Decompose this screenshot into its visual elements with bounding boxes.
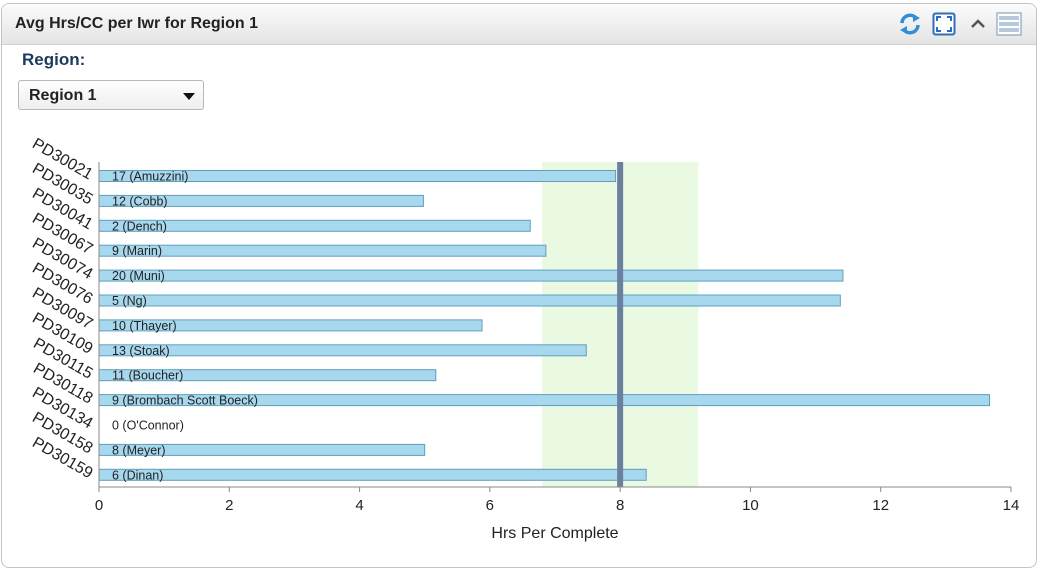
region-select[interactable]: Region 1 xyxy=(18,80,204,110)
x-tick-label: 6 xyxy=(486,497,494,514)
bar-label: 9 (Marin) xyxy=(112,244,162,258)
panel-header: Avg Hrs/CC per Iwr for Region 1 xyxy=(2,4,1036,45)
bar-label: 12 (Cobb) xyxy=(112,194,168,208)
menu-icon[interactable] xyxy=(996,12,1022,36)
collapse-icon[interactable] xyxy=(966,12,990,36)
x-tick-label: 12 xyxy=(872,497,889,514)
region-select-value: Region 1 xyxy=(29,87,97,104)
x-tick-label: 2 xyxy=(225,497,233,514)
bar-label: 6 (Dinan) xyxy=(112,468,163,482)
bar[interactable] xyxy=(98,244,547,257)
x-tick-label: 14 xyxy=(1003,497,1020,514)
bar-label: 8 (Meyer) xyxy=(112,443,165,457)
bar-label: 11 (Boucher) xyxy=(112,369,183,383)
bar[interactable] xyxy=(98,294,841,307)
region-label: Region: xyxy=(22,50,86,69)
x-tick-label: 4 xyxy=(355,497,363,514)
x-tick-label: 0 xyxy=(95,497,103,514)
bar-label: 13 (Stoak) xyxy=(112,344,170,358)
bar-label: 2 (Dench) xyxy=(112,219,167,233)
bar-label: 0 (O'Connor) xyxy=(112,419,184,433)
bar-label: 9 (Brombach Scott Boeck) xyxy=(112,394,258,408)
fullscreen-icon[interactable] xyxy=(932,12,956,36)
bar[interactable] xyxy=(98,269,844,282)
bar-label: 17 (Amuzzini) xyxy=(112,170,188,184)
x-axis-title: Hrs Per Complete xyxy=(491,525,618,542)
bar[interactable] xyxy=(98,344,587,357)
x-tick-label: 10 xyxy=(742,497,759,514)
refresh-icon[interactable] xyxy=(898,12,922,36)
bar-label: 5 (Ng) xyxy=(112,294,147,308)
bar-label: 20 (Muni) xyxy=(112,269,165,283)
panel-title: Avg Hrs/CC per Iwr for Region 1 xyxy=(15,15,258,32)
bar[interactable] xyxy=(98,468,647,481)
bar-label: 10 (Thayer) xyxy=(112,319,177,333)
chevron-down-icon xyxy=(183,93,195,100)
x-tick-label: 8 xyxy=(616,497,624,514)
